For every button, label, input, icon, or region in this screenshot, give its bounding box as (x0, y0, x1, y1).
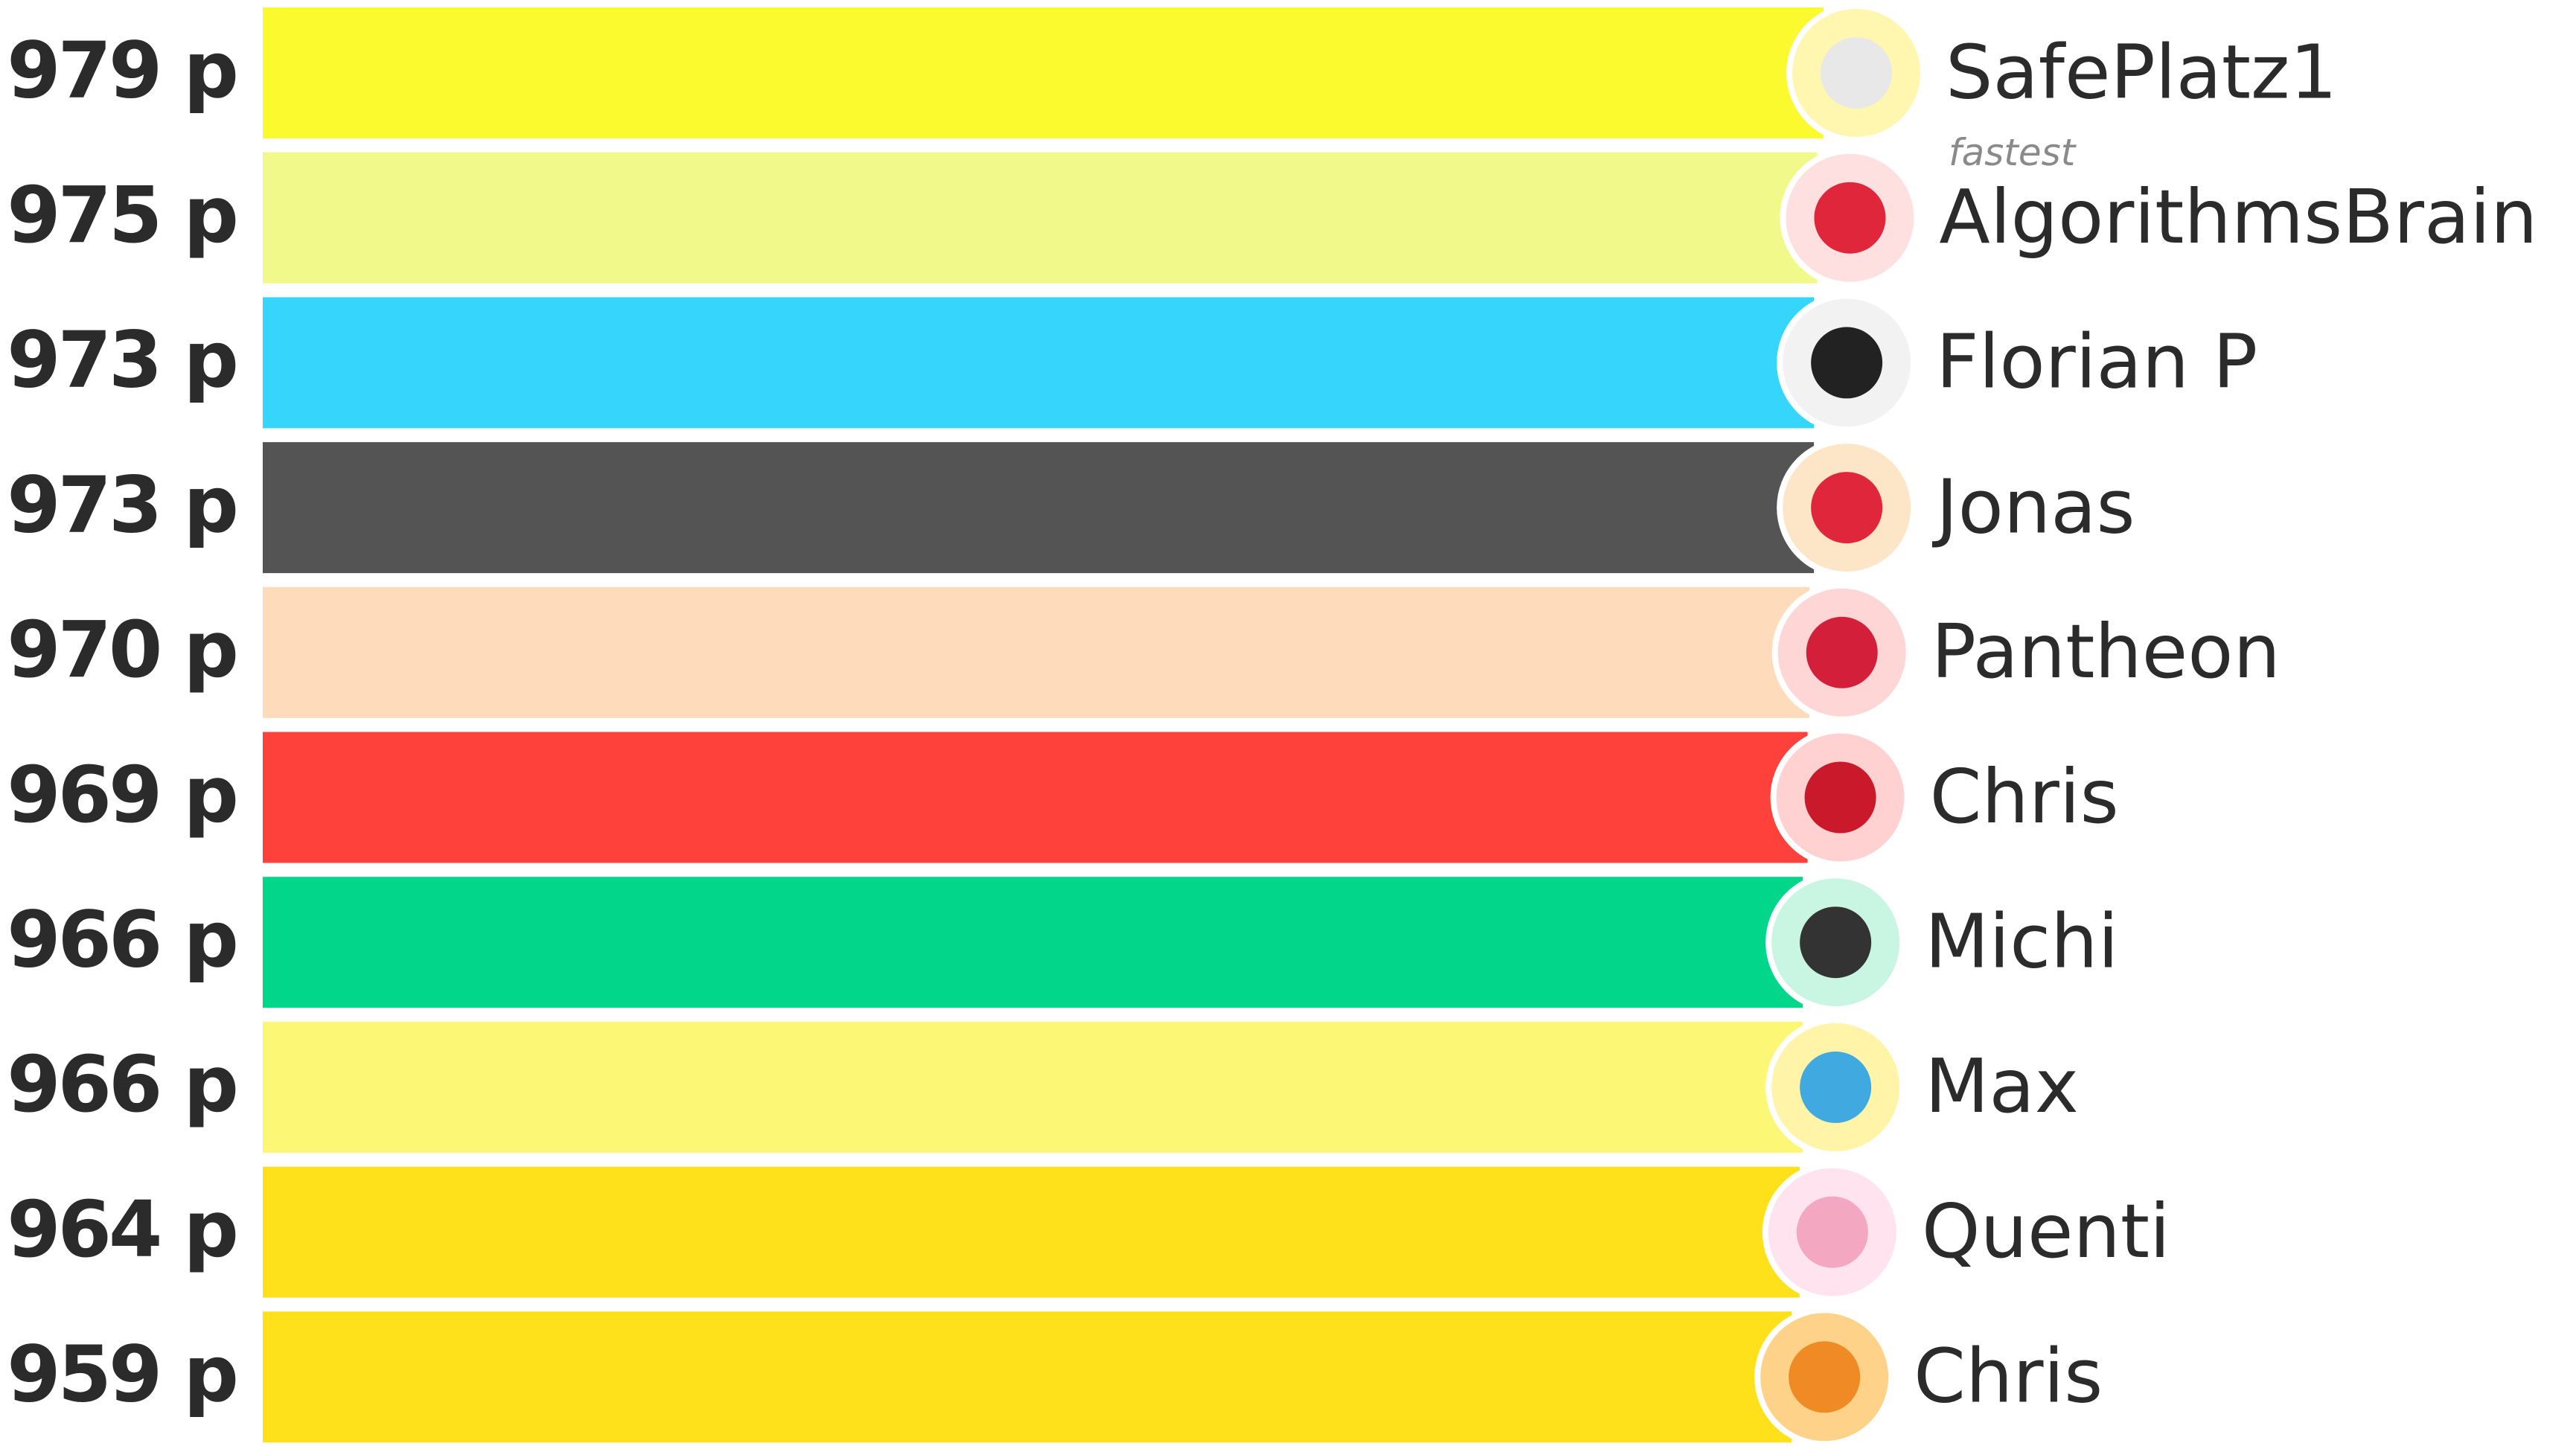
avatar-icon (1800, 906, 1872, 979)
score-label: 979 p (7, 25, 236, 115)
score-label: 966 p (7, 895, 236, 985)
player-name: Jonas (1931, 463, 2135, 550)
avatar-icon (1806, 616, 1878, 688)
avatar-icon (1811, 472, 1883, 544)
fastest-note: fastest (1949, 131, 2077, 174)
bar (263, 442, 1815, 574)
score-label: 973 p (7, 459, 236, 550)
avatar-icon (1800, 1051, 1872, 1123)
player-name: SafePlatz1 (1946, 28, 2337, 115)
avatar-icon (1811, 327, 1883, 399)
bar (263, 152, 1818, 284)
bar (263, 1311, 1792, 1443)
player-name: AlgorithmsBrain (1939, 173, 2537, 260)
avatar-icon (1804, 761, 1876, 834)
score-label: 969 p (7, 749, 236, 840)
score-label: 973 p (7, 315, 236, 406)
score-label: 975 p (7, 170, 236, 260)
score-label: 959 p (7, 1329, 236, 1420)
avatar-icon (1821, 37, 1892, 109)
player-name: Chris (1914, 1333, 2103, 1420)
player-name: Quenti (1922, 1188, 2170, 1275)
avatar-icon (1814, 182, 1886, 254)
score-label: 966 p (7, 1039, 236, 1130)
player-name: Max (1925, 1043, 2079, 1130)
player-name: Michi (1925, 898, 2118, 985)
bar (263, 7, 1824, 138)
bar (263, 877, 1803, 1008)
avatar-icon (1789, 1341, 1861, 1413)
player-name: Chris (1930, 753, 2119, 840)
avatar-icon (1796, 1196, 1868, 1268)
score-label: 964 p (7, 1184, 236, 1275)
bar (263, 732, 1808, 863)
player-name: Florian P (1936, 319, 2257, 406)
bar (263, 1166, 1800, 1298)
bar (263, 297, 1815, 429)
player-name: Pantheon (1931, 608, 2281, 695)
bar (263, 1021, 1803, 1153)
bar (263, 586, 1809, 718)
score-label: 970 p (7, 604, 236, 695)
